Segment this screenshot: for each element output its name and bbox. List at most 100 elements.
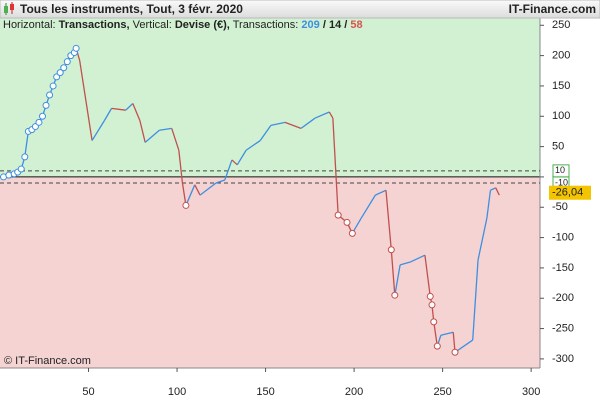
separator: /	[344, 19, 348, 31]
marker	[35, 118, 43, 126]
current-box	[549, 185, 591, 200]
line-segment	[490, 187, 497, 191]
marker	[38, 112, 46, 120]
line-segment	[332, 118, 339, 216]
count: 58	[350, 19, 363, 31]
y-tick-label: 50	[552, 141, 564, 153]
marker	[182, 201, 190, 209]
title: Tous les instruments, Tout, 3 févr. 2020	[20, 2, 243, 16]
marker	[391, 291, 399, 299]
marker	[387, 246, 395, 254]
marker	[42, 101, 50, 109]
line-segment	[394, 264, 401, 296]
line-segment	[440, 331, 454, 336]
count: 14	[328, 19, 342, 31]
line-segment	[259, 124, 272, 141]
plot-area: 250200150100500-50-100-150-200-250-30050…	[0, 18, 591, 398]
y-tick-label: 100	[552, 110, 570, 122]
marker	[60, 64, 68, 72]
x-tick-label: 50	[82, 386, 94, 398]
y-tick-label: 150	[552, 80, 570, 92]
marker	[428, 301, 436, 309]
line-segment	[399, 261, 411, 266]
line-segment	[24, 131, 29, 157]
line-segment	[215, 179, 226, 184]
separator: /	[322, 19, 326, 31]
line-segment	[433, 321, 438, 347]
line-segment	[185, 184, 196, 206]
line-segment	[495, 187, 500, 196]
line-segment	[245, 139, 261, 151]
marker	[63, 58, 71, 66]
x-tick-label: 150	[256, 386, 274, 398]
subtitle-text: Transactions,	[58, 19, 130, 31]
watermark: © IT-Finance.com	[4, 355, 91, 367]
line-segment	[125, 103, 134, 111]
current-label: -26,04	[552, 187, 583, 199]
x-tick-label: 100	[168, 386, 186, 398]
line-segment	[91, 120, 106, 141]
y-tick-label: -150	[552, 262, 574, 274]
line-segment	[314, 111, 330, 119]
marker	[430, 318, 438, 326]
line-segment	[171, 128, 180, 151]
line-segment	[194, 184, 201, 196]
line-segment	[284, 121, 302, 130]
y-tick-label: -250	[552, 322, 574, 334]
marker	[21, 153, 29, 161]
marker	[56, 69, 64, 77]
line-segment	[375, 189, 387, 196]
negative-zone	[0, 176, 540, 368]
marker	[433, 342, 441, 350]
marker	[49, 82, 57, 90]
line-segment	[224, 159, 233, 181]
y-tick-label: -50	[552, 201, 568, 213]
marker	[334, 211, 342, 219]
subtitle: Horizontal: Transactions, Vertical: Devi…	[3, 19, 363, 31]
line-segment	[231, 159, 238, 166]
line-segment	[360, 194, 376, 219]
header-bar	[0, 0, 600, 19]
line-segment	[300, 117, 316, 129]
line-segment	[328, 111, 334, 119]
line-segment	[159, 127, 172, 131]
y-tick-label: -200	[552, 292, 574, 304]
line-segment	[181, 182, 187, 206]
x-tick-label: 300	[522, 386, 540, 398]
line-segment	[144, 129, 160, 143]
line-segment	[178, 150, 184, 183]
line-segment	[410, 254, 426, 263]
level-label: 10	[555, 165, 565, 175]
marker	[17, 165, 25, 173]
subtitle-text: Vertical:	[132, 19, 172, 31]
y-tick-label: 200	[552, 50, 570, 62]
line-segment	[111, 107, 126, 111]
brand: IT-Finance.com	[509, 2, 596, 16]
line-segment	[486, 190, 492, 219]
level-label: -10	[555, 177, 568, 187]
line-segment	[390, 249, 396, 296]
line-segment	[199, 182, 217, 196]
icon	[4, 2, 14, 15]
line-segment	[424, 255, 431, 297]
marker	[451, 348, 459, 356]
count: 209	[301, 19, 320, 31]
x-tick-label: 200	[345, 386, 363, 398]
x-tick-label: 250	[433, 386, 451, 398]
subtitle-text: Horizontal:	[3, 19, 56, 31]
marker	[72, 44, 80, 52]
marker	[46, 91, 54, 99]
subtitle-text: Devise (€),	[174, 19, 230, 31]
line-segment	[132, 103, 141, 121]
subtitle-text: Transactions:	[232, 19, 299, 31]
line-segment	[103, 108, 113, 121]
line-segment	[472, 259, 479, 341]
positive-zone	[0, 18, 540, 177]
y-tick-label: 250	[552, 19, 570, 31]
y-tick-label: -100	[552, 231, 574, 243]
line-segment	[477, 218, 488, 261]
marker	[348, 229, 356, 237]
line-segment	[385, 190, 392, 250]
